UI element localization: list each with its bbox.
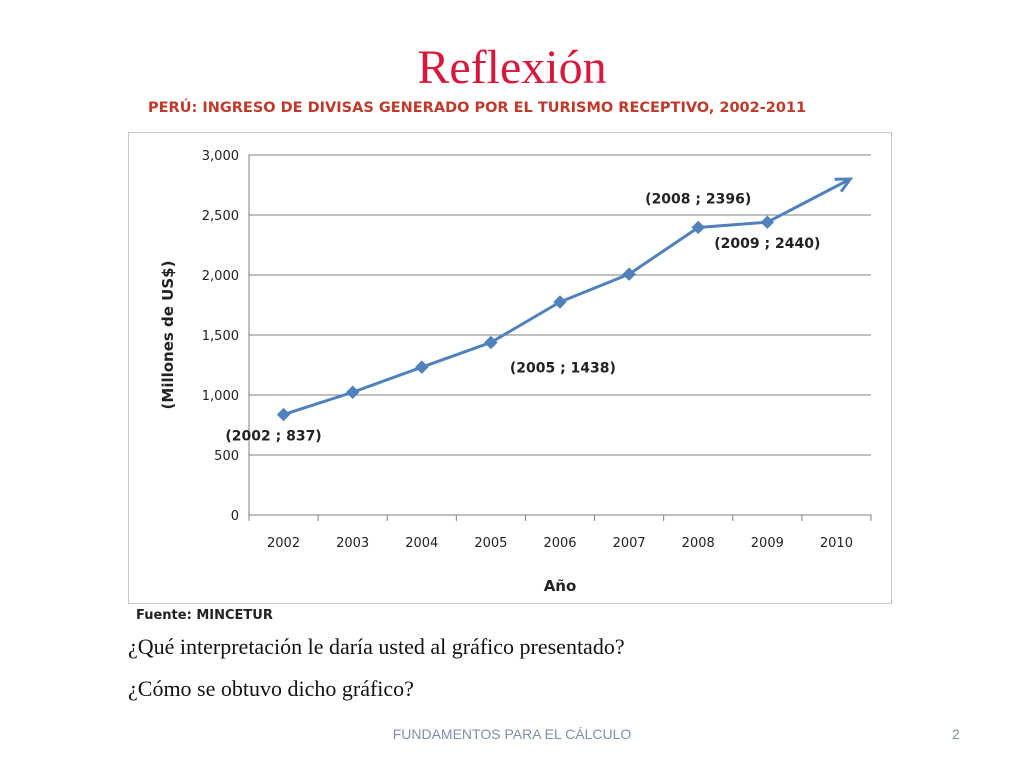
- trend-arrow-line: [766, 177, 851, 224]
- x-tick-label: 2004: [405, 536, 438, 551]
- x-tick-label: 2010: [820, 536, 853, 551]
- data-point: [345, 385, 360, 399]
- y-tick-label: 0: [231, 509, 239, 524]
- y-tick-label: 2,000: [202, 269, 239, 284]
- source-note: Fuente: MINCETUR: [136, 608, 273, 623]
- question-interpretation: ¿Qué interpretación le daría usted al gr…: [128, 634, 625, 659]
- data-point: [484, 335, 498, 350]
- footer-text: FUNDAMENTOS PARA EL CÁLCULO: [392, 726, 632, 742]
- data-label: (2008 ; 2396): [645, 191, 751, 207]
- data-label: (2002 ; 837): [225, 429, 321, 445]
- data-point: [415, 360, 429, 374]
- data-point: [622, 267, 636, 281]
- x-tick-label: 2005: [474, 536, 507, 551]
- y-tick-label: 3,000: [202, 149, 239, 164]
- y-tick-label: 1,000: [202, 389, 239, 404]
- x-tick-label: 2007: [613, 536, 646, 551]
- question-origin: ¿Cómo se obtuvo dicho gráfico?: [128, 676, 414, 701]
- slide-title: Reflexión: [417, 41, 607, 94]
- x-axis-title: Año: [544, 577, 577, 595]
- line-chart: 0 500 1,000 1,500 2,000 2,500 3,000 2002 2003 200…: [159, 149, 872, 595]
- chart-title: PERÚ: INGRESO DE DIVISAS GENERADO POR EL…: [148, 100, 807, 116]
- data-point: [276, 407, 291, 422]
- y-axis-title: (Millones de US$): [159, 261, 177, 410]
- x-tick-label: 2006: [543, 536, 576, 551]
- data-point: [691, 220, 705, 235]
- x-tick-label: 2008: [682, 536, 715, 551]
- x-tick-label: 2003: [336, 536, 369, 551]
- x-tick-label: 2009: [751, 536, 784, 551]
- x-tick-label: 2002: [267, 536, 300, 551]
- chart-frame: 0 500 1,000 1,500 2,000 2,500 3,000 2002 2003 200…: [128, 132, 892, 604]
- trend-arrow-head: [834, 177, 854, 193]
- data-point: [760, 215, 775, 229]
- data-point: [553, 295, 567, 309]
- y-tick-label: 500: [214, 449, 239, 464]
- data-label: (2009 ; 2440): [714, 236, 820, 252]
- data-label: (2005 ; 1438): [510, 360, 616, 376]
- y-tick-label: 1,500: [202, 329, 239, 344]
- series-line: [283, 220, 768, 416]
- y-tick-label: 2,500: [202, 209, 239, 224]
- page-number: 2: [952, 726, 960, 742]
